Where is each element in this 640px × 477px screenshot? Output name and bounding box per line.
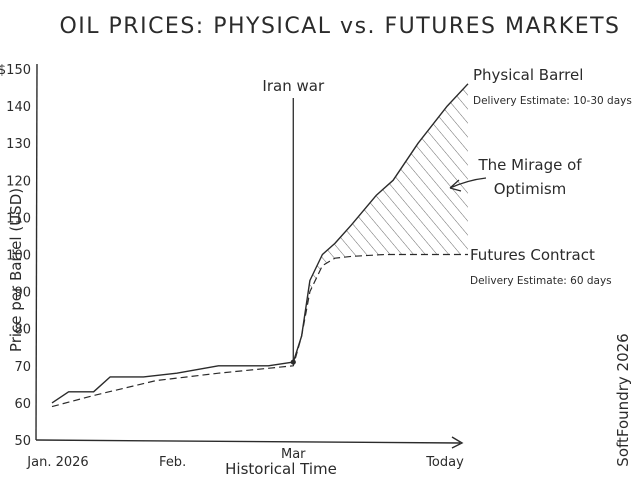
y-tick-label: 70 bbox=[14, 360, 31, 375]
series-layer bbox=[51, 83, 469, 408]
y-tick-label: 90 bbox=[14, 286, 31, 301]
y-tick-label: 140 bbox=[6, 100, 31, 115]
mirage-arrow bbox=[449, 177, 487, 192]
y-axis-label: Price per Barrel (USD) bbox=[7, 188, 25, 352]
y-tick-label: 110 bbox=[6, 211, 31, 226]
y-tick-label: $150 bbox=[0, 63, 31, 78]
physical-barrel-note: Delivery Estimate: 10-30 days bbox=[473, 95, 632, 107]
x-axis-label: Historical Time bbox=[225, 460, 337, 477]
futures-contract-legend: Futures Contract bbox=[470, 246, 595, 264]
x-tick-labels: Jan. 2026 Feb. Mar Today bbox=[26, 447, 464, 470]
y-tick-label: 130 bbox=[6, 137, 31, 152]
mirage-annotation: The Mirage of Optimism bbox=[477, 156, 582, 198]
futures-contract-note: Delivery Estimate: 60 days bbox=[470, 275, 612, 287]
y-tick-label: 80 bbox=[14, 323, 31, 338]
y-tick-label: 100 bbox=[6, 249, 31, 264]
x-tick-label: Today bbox=[425, 455, 464, 470]
x-tick-label: Mar bbox=[281, 447, 306, 462]
x-tick-label: Jan. 2026 bbox=[26, 455, 88, 470]
iran-war-marker-dot bbox=[290, 359, 296, 365]
y-axis-line bbox=[35, 63, 38, 441]
y-tick-label: 120 bbox=[6, 174, 31, 189]
y-tick-labels: $150 140 130 120 110 100 90 80 70 60 50 bbox=[0, 63, 31, 449]
x-tick-label: Feb. bbox=[159, 455, 186, 470]
chart-title: OIL PRICES: PHYSICAL vs. FUTURES MARKETS bbox=[59, 14, 620, 39]
x-axis-line bbox=[35, 439, 461, 444]
mirage-hatch-fill bbox=[293, 83, 468, 366]
mirage-hatched-region bbox=[293, 83, 468, 366]
iran-war-annotation: Iran war bbox=[262, 77, 325, 95]
y-tick-label: 60 bbox=[14, 397, 31, 412]
futures-contract-series-line bbox=[51, 253, 468, 408]
x-axis-arrow bbox=[451, 436, 464, 449]
physical-barrel-legend: Physical Barrel bbox=[473, 66, 583, 84]
y-tick-label: 50 bbox=[14, 434, 31, 449]
signature: SoftFoundry 2026 bbox=[614, 333, 632, 466]
